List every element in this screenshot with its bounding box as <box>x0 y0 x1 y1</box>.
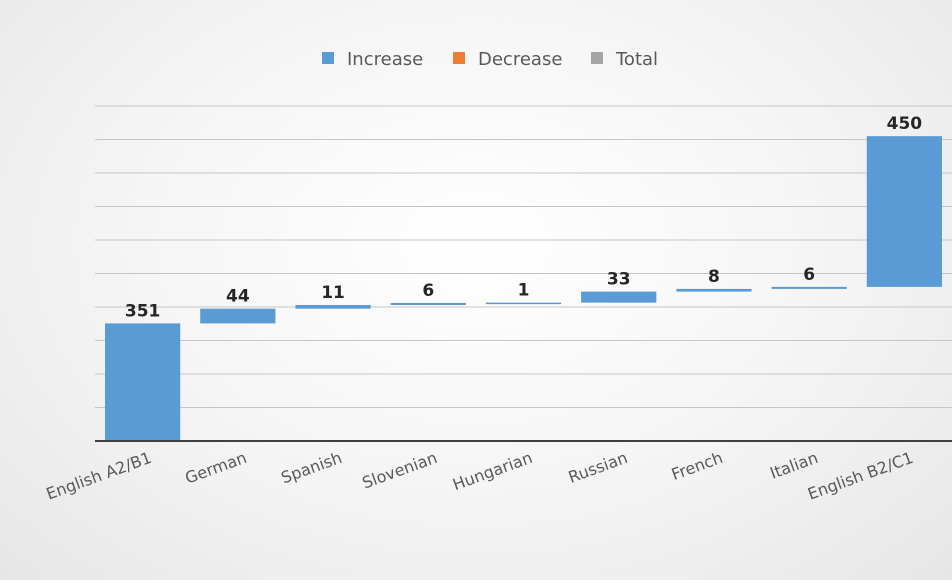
legend-swatch <box>322 52 334 64</box>
category-label: German <box>182 448 249 488</box>
category-label: English B2/C1 <box>805 448 916 504</box>
category-label: Hungarian <box>450 448 535 494</box>
data-label: 44 <box>226 287 250 307</box>
data-label: 1 <box>518 281 530 301</box>
data-label: 6 <box>422 281 434 301</box>
data-label: 11 <box>321 283 345 303</box>
data-label: 6 <box>803 265 815 285</box>
bar <box>295 304 371 309</box>
legend-swatch <box>591 52 603 64</box>
bar <box>866 136 943 287</box>
bar <box>485 302 562 305</box>
legend-swatch <box>453 52 465 64</box>
bar <box>200 308 276 324</box>
data-label: 8 <box>708 267 720 287</box>
legend-label: Increase <box>347 49 423 70</box>
data-label: 33 <box>607 270 631 290</box>
bar <box>771 286 847 289</box>
data-label: 351 <box>125 301 161 321</box>
bar <box>581 291 657 303</box>
category-label: Slovenian <box>360 448 440 493</box>
category-label: French <box>669 448 725 484</box>
legend-label: Total <box>615 49 658 70</box>
category-label: Italian <box>767 448 820 483</box>
category-label: Spanish <box>279 448 345 487</box>
data-label: 450 <box>887 114 923 134</box>
bar <box>390 302 466 305</box>
bar <box>676 288 752 292</box>
legend-label: Decrease <box>478 49 562 70</box>
category-label: Russian <box>566 448 630 487</box>
bar <box>104 323 181 441</box>
category-label: English A2/B1 <box>44 448 154 504</box>
